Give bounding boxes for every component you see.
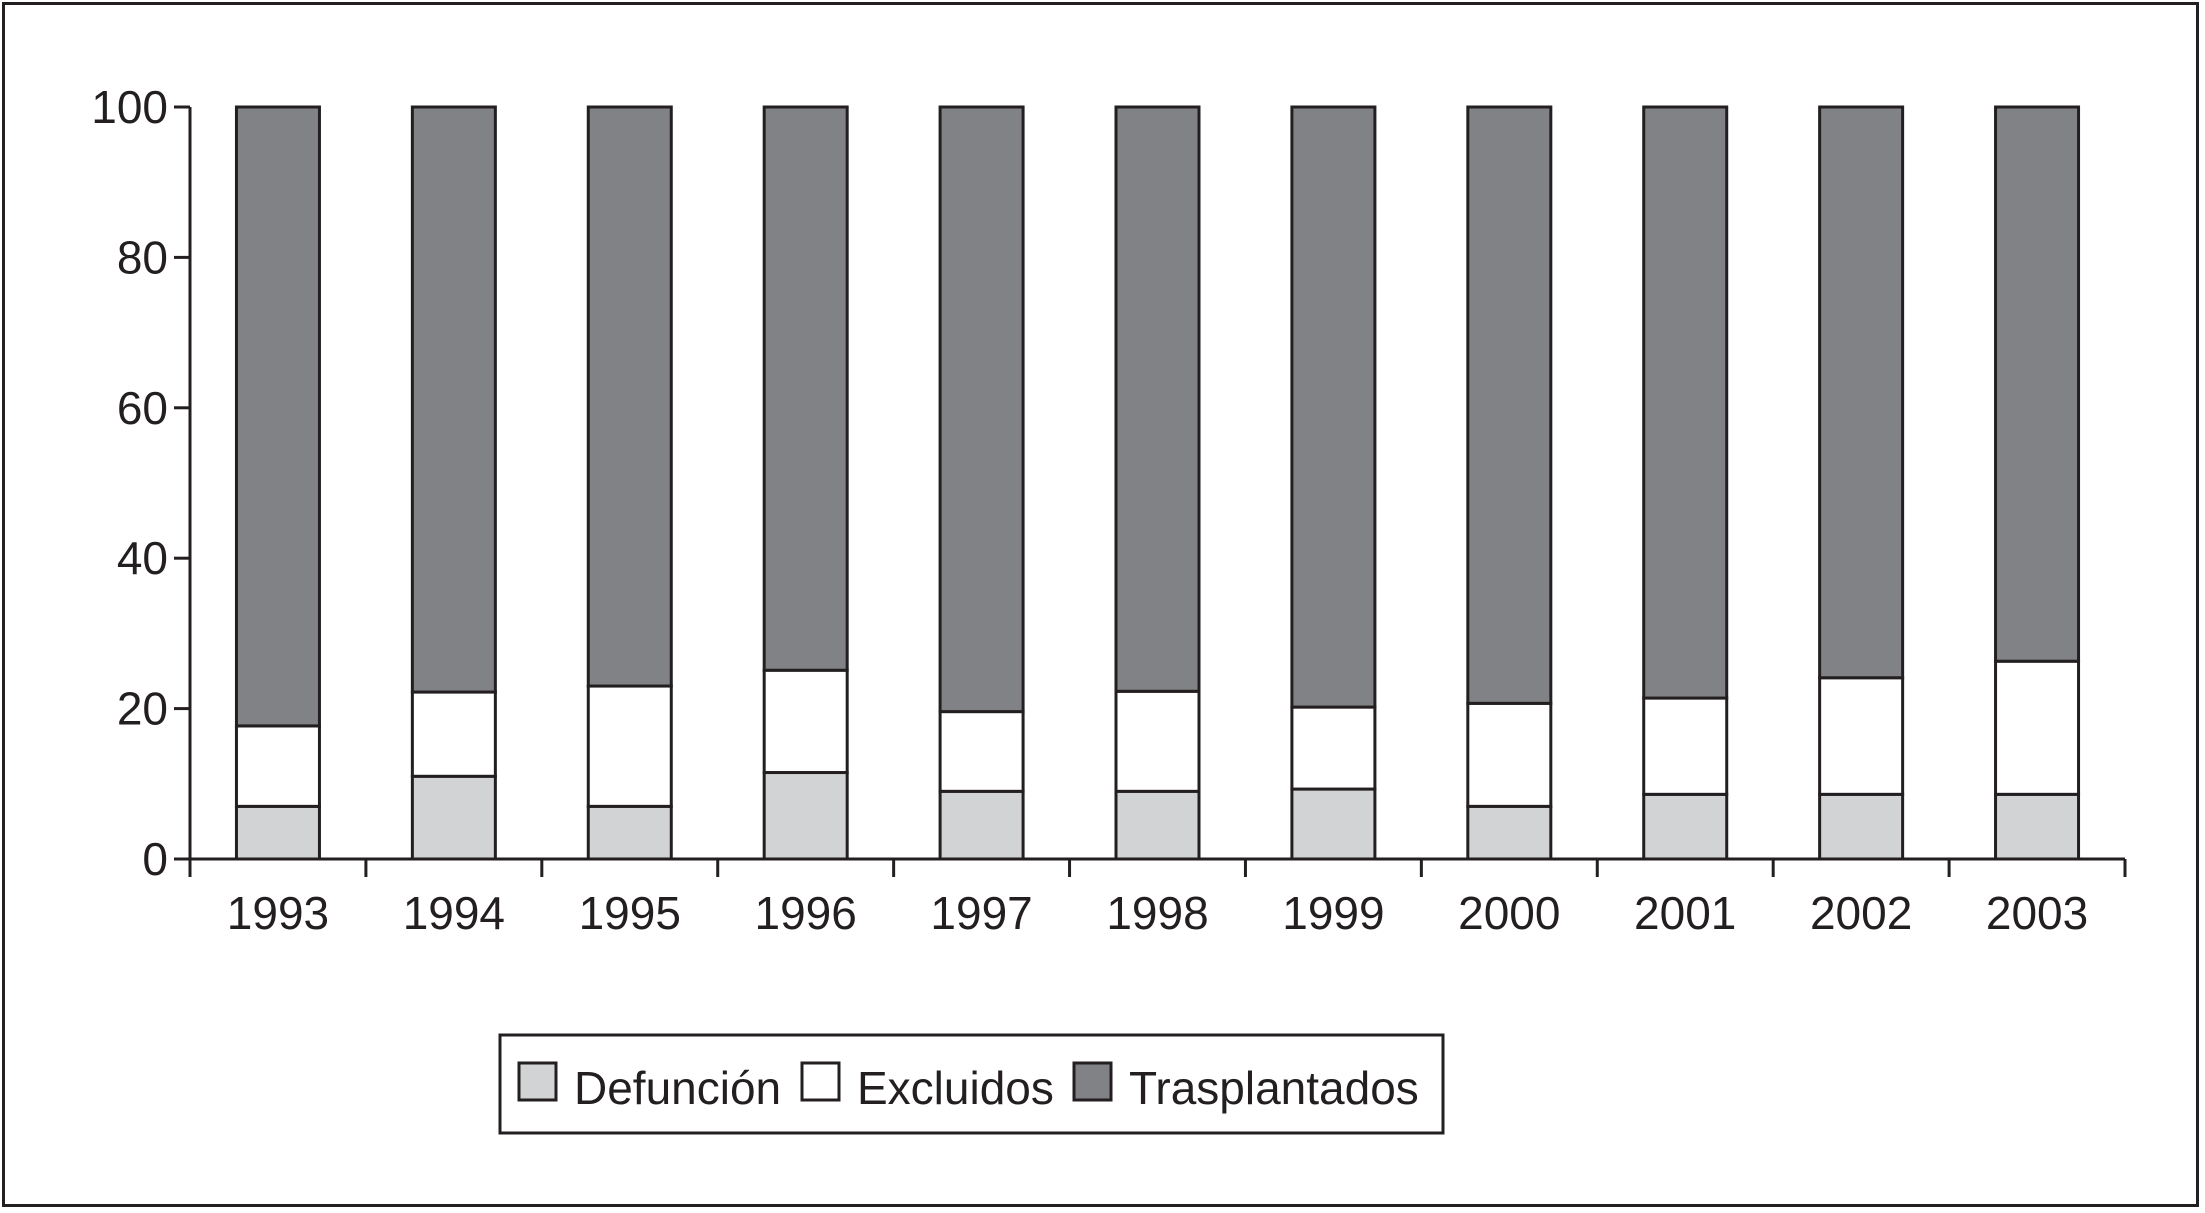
bar-segment-excluidos-1996: [762, 668, 849, 775]
bar-segment-excluidos-2003: [1994, 659, 2081, 796]
legend-swatch-excluidos: [800, 1061, 841, 1102]
bar-stack-1996: [762, 105, 849, 861]
x-tick-label: 1999: [1282, 887, 1384, 939]
bar-segment-trasplantados-1998: [1114, 105, 1201, 693]
legend-label-excluidos: Excluidos: [857, 1062, 1054, 1114]
y-tick-label: 60: [117, 382, 168, 434]
bar-segment-trasplantados-1995: [586, 105, 673, 688]
legend-item-defuncion: Defunción: [517, 1061, 781, 1114]
y-tick-label: 100: [91, 81, 168, 133]
legend: Defunción Excluidos Trasplantados: [498, 1033, 1445, 1135]
bar-segment-defuncion-2000: [1466, 804, 1553, 861]
x-tick-label: 1994: [403, 887, 505, 939]
bar-segment-excluidos-1997: [938, 710, 1025, 793]
bar-stack-1993: [234, 105, 321, 861]
bar-segment-excluidos-1995: [586, 684, 673, 808]
bar-segment-defuncion-1998: [1114, 789, 1201, 861]
bar-stack-2003: [1994, 105, 2081, 861]
bars: [234, 105, 2081, 861]
bar-segment-excluidos-1993: [234, 724, 321, 808]
bar-segment-trasplantados-1994: [410, 105, 497, 694]
x-tick-label: 2001: [1634, 887, 1736, 939]
bar-segment-defuncion-1993: [234, 804, 321, 861]
bar-stack-1999: [1290, 105, 1377, 861]
bar-segment-excluidos-1999: [1290, 705, 1377, 791]
y-tick-label: 20: [117, 683, 168, 735]
bar-segment-trasplantados-2000: [1466, 105, 1553, 705]
bar-segment-defuncion-2002: [1818, 792, 1905, 861]
bar-stack-2001: [1642, 105, 1729, 861]
bar-segment-defuncion-1996: [762, 771, 849, 861]
x-tick-label: 1996: [755, 887, 857, 939]
x-tick-label: 1993: [227, 887, 329, 939]
bar-segment-trasplantados-2002: [1818, 105, 1905, 680]
x-tick-label: 1998: [1106, 887, 1208, 939]
bar-segment-excluidos-2000: [1466, 701, 1553, 808]
x-tick-label: 1995: [579, 887, 681, 939]
y-axis: 0 20 40 60 80 100: [91, 81, 192, 885]
bar-segment-excluidos-2001: [1642, 696, 1729, 796]
bar-segment-defuncion-2003: [1994, 792, 2081, 861]
bar-stack-1994: [410, 105, 497, 861]
legend-swatch-defuncion: [517, 1061, 558, 1102]
x-tick-label: 2000: [1458, 887, 1560, 939]
x-tick-label: 2003: [1986, 887, 2088, 939]
bar-stack-2002: [1818, 105, 1905, 861]
legend-item-trasplantados: Trasplantados: [1072, 1061, 1419, 1114]
bar-segment-excluidos-1998: [1114, 689, 1201, 793]
y-tick-label: 0: [142, 833, 168, 885]
legend-item-excluidos: Excluidos: [800, 1061, 1054, 1114]
bar-segment-trasplantados-1997: [938, 105, 1025, 714]
bar-stack-1995: [586, 105, 673, 861]
bar-stack-2000: [1466, 105, 1553, 861]
y-tick-label: 80: [117, 231, 168, 283]
x-tick-label: 2002: [1810, 887, 1912, 939]
bar-segment-trasplantados-1993: [234, 105, 321, 728]
x-tick-label: 1997: [930, 887, 1032, 939]
bar-segment-excluidos-2002: [1818, 676, 1905, 796]
bar-segment-defuncion-1997: [938, 789, 1025, 861]
legend-label-defuncion: Defunción: [574, 1062, 781, 1114]
bar-segment-trasplantados-1996: [762, 105, 849, 672]
legend-box: [498, 1033, 1445, 1135]
bar-segment-defuncion-2001: [1642, 792, 1729, 861]
bar-stack-1997: [938, 105, 1025, 861]
x-axis: 1993 1994 1995 1996 1997 1998 1999 2000 2001 2002…: [188, 857, 2127, 939]
legend-swatch-trasplantados: [1072, 1061, 1113, 1102]
legend-label-trasplantados: Trasplantados: [1129, 1062, 1419, 1114]
bar-segment-defuncion-1999: [1290, 787, 1377, 861]
bar-segment-trasplantados-2003: [1994, 105, 2081, 663]
bar-segment-trasplantados-2001: [1642, 105, 1729, 700]
bar-segment-excluidos-1994: [410, 690, 497, 778]
bar-segment-defuncion-1994: [410, 774, 497, 861]
bar-segment-trasplantados-1999: [1290, 105, 1377, 709]
y-tick-label: 40: [117, 532, 168, 584]
bar-segment-defuncion-1995: [586, 804, 673, 861]
bar-stack-1998: [1114, 105, 1201, 861]
